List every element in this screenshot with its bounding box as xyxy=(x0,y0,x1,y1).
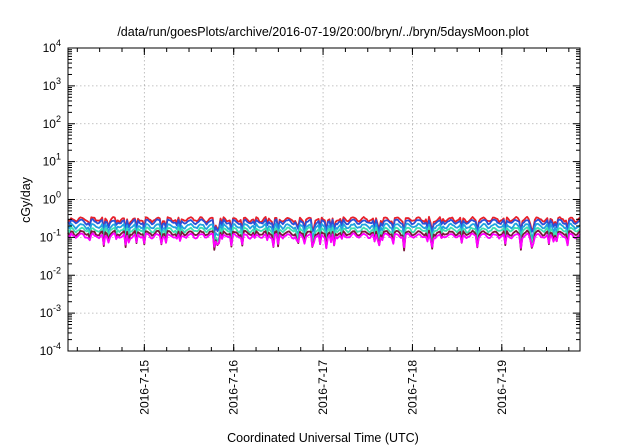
y-axis-label: cGy/day xyxy=(19,176,33,223)
y-axis: 10-4 10-3 10-2 10-1 100 101 102 103 104 xyxy=(40,38,580,358)
y-tick-label: 102 xyxy=(43,114,61,131)
series-line xyxy=(67,229,581,252)
series-line xyxy=(67,232,581,250)
y-tick-label: 100 xyxy=(43,190,61,207)
x-tick-label: 2016-7-16 xyxy=(227,360,241,415)
series-line xyxy=(67,215,581,234)
grid-lines xyxy=(68,48,580,351)
y-tick-label: 10-3 xyxy=(40,303,61,320)
y-tick-label: 104 xyxy=(43,38,61,55)
y-tick-label: 101 xyxy=(43,152,61,169)
series-line xyxy=(67,222,581,241)
x-tick-label: 2016-7-18 xyxy=(405,360,419,415)
series-line xyxy=(67,218,581,235)
y-tick-label: 10-1 xyxy=(40,227,61,244)
y-tick-label: 10-4 xyxy=(40,341,61,358)
y-tick-label: 103 xyxy=(43,76,61,93)
x-tick-label: 2016-7-19 xyxy=(495,360,509,415)
x-tick-label: 2016-7-15 xyxy=(137,360,151,415)
y-tick-label: 10-2 xyxy=(40,265,61,282)
chart-title: /data/run/goesPlots/archive/2016-07-19/2… xyxy=(117,25,529,39)
x-axis-label: Coordinated Universal Time (UTC) xyxy=(227,431,419,445)
x-axis: 2016-7-15 2016-7-16 2016-7-17 2016-7-18 2016… xyxy=(76,48,570,415)
x-tick-label: 2016-7-17 xyxy=(316,360,330,415)
series-line xyxy=(67,226,581,247)
data-series xyxy=(67,215,581,252)
